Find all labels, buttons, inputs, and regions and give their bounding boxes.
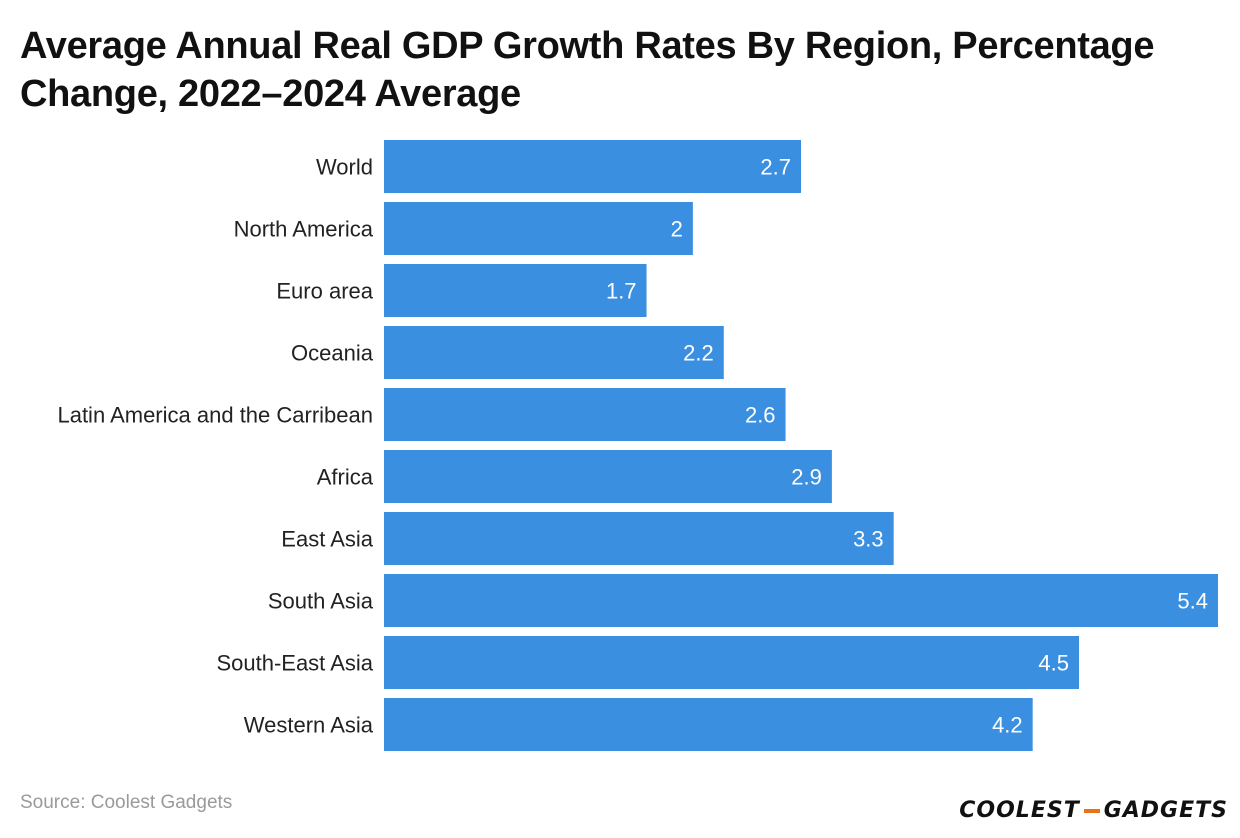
bar: [384, 636, 1079, 689]
value-label: 2.9: [791, 465, 822, 490]
logo-text-left: COOLEST: [959, 798, 1080, 823]
chart-title: Average Annual Real GDP Growth Rates By …: [20, 25, 1155, 115]
value-label: 2: [671, 217, 683, 242]
value-label: 2.6: [745, 403, 776, 428]
bar: [384, 574, 1218, 627]
category-label: Western Asia: [244, 713, 374, 738]
value-label: 5.4: [1177, 589, 1208, 614]
category-label: East Asia: [281, 527, 373, 552]
category-label: South-East Asia: [216, 651, 373, 676]
category-label: Africa: [317, 465, 374, 490]
bar: [384, 698, 1033, 751]
logo-dash: [1083, 808, 1100, 813]
bar: [384, 388, 786, 441]
source-note: Source: Coolest Gadgets: [20, 792, 233, 813]
value-label: 2.2: [683, 341, 714, 366]
brand-logo: COOLEST GADGETS: [959, 798, 1228, 823]
bar: [384, 264, 647, 317]
logo-text-right: GADGETS: [1103, 798, 1228, 823]
category-label: Oceania: [291, 341, 374, 366]
bar: [384, 202, 693, 255]
category-label: World: [316, 155, 373, 180]
bar: [384, 450, 832, 503]
category-label: Latin America and the Carribean: [57, 403, 373, 428]
bar: [384, 140, 801, 193]
category-label: South Asia: [268, 589, 374, 614]
value-label: 4.2: [992, 713, 1023, 738]
value-label: 4.5: [1038, 651, 1069, 676]
value-label: 2.7: [760, 155, 791, 180]
value-label: 1.7: [606, 279, 637, 304]
bar: [384, 326, 724, 379]
category-label: Euro area: [276, 279, 373, 304]
value-label: 3.3: [853, 527, 884, 552]
bar: [384, 512, 894, 565]
category-label: North America: [234, 217, 374, 242]
